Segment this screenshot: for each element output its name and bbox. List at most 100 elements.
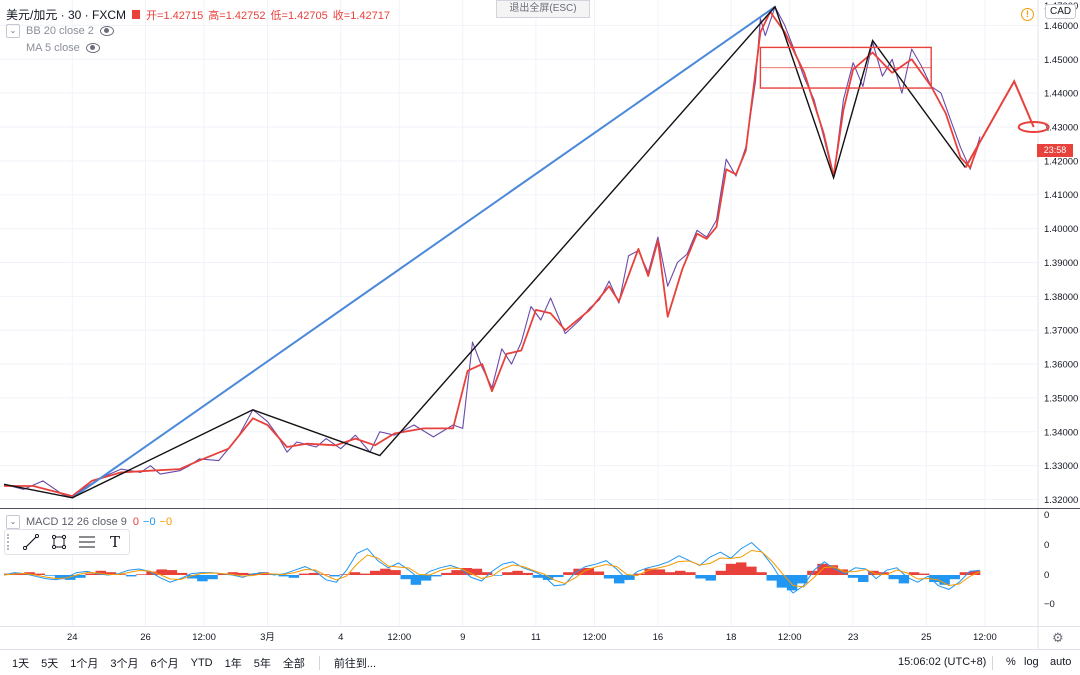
- macd-hist-bar: [919, 573, 930, 575]
- x-tick-label: 3月: [260, 632, 275, 643]
- macd-hist-bar: [827, 565, 838, 575]
- macd-hist-bar: [146, 571, 157, 575]
- signal-line: [3, 549, 981, 588]
- macd-hist-bar: [797, 575, 808, 584]
- macd-hist-bar: [339, 574, 350, 575]
- macd-value-2: −0: [143, 516, 156, 528]
- percent-scale-button[interactable]: %: [1006, 656, 1016, 668]
- macd-hist-bar: [705, 575, 716, 581]
- macd-hist-bar: [664, 572, 676, 575]
- warning-icon[interactable]: !: [1021, 8, 1034, 21]
- macd-hist-bar: [471, 568, 483, 575]
- macd-legend[interactable]: ⌄ MACD 12 26 close 9 0 −0 −0: [6, 515, 172, 529]
- period-5y-button[interactable]: 5年: [253, 657, 271, 670]
- bb-legend[interactable]: ⌄ BB 20 close 2: [6, 24, 114, 38]
- period-1m-button[interactable]: 1个月: [70, 657, 99, 670]
- macd-hist-bar: [420, 575, 432, 581]
- macd-hist-bar: [603, 575, 615, 579]
- y-tick-label: 1.44000: [1044, 89, 1078, 100]
- y-tick-label: 1.33000: [1044, 461, 1078, 472]
- macd-hist-bar: [451, 570, 462, 575]
- y-tick-label: 1.38000: [1044, 292, 1078, 303]
- macd-hist-bar: [126, 575, 137, 577]
- rectangle-icon[interactable]: [45, 531, 73, 553]
- drawing-toolbar: T: [4, 529, 130, 555]
- x-tick-label: 4: [338, 632, 343, 643]
- collapse-icon[interactable]: ⌄: [6, 515, 20, 529]
- open-value: 开=1.42715: [146, 9, 204, 22]
- macd-hist-bar: [24, 572, 35, 575]
- x-tick-label: 26: [140, 632, 151, 643]
- trend-line-icon[interactable]: [17, 531, 45, 553]
- macd-hist-bar: [695, 575, 706, 579]
- grip-icon[interactable]: [7, 534, 15, 550]
- period-5d-button[interactable]: 5天: [41, 657, 59, 670]
- macd-value-3: −0: [159, 516, 173, 528]
- collapse-icon[interactable]: ⌄: [6, 24, 20, 38]
- bb-indicator-label: BB 20 close 2: [26, 25, 94, 37]
- high-value: 高=1.42752: [208, 9, 266, 22]
- macd-hist-bar: [431, 575, 442, 577]
- period-all-button[interactable]: 全部: [282, 657, 305, 670]
- log-scale-button[interactable]: log: [1024, 656, 1039, 668]
- gear-icon[interactable]: ⚙: [1052, 630, 1064, 645]
- x-tick-label: 25: [921, 632, 932, 643]
- fib-lines-icon[interactable]: [73, 531, 101, 553]
- macd-hist-bar: [34, 573, 45, 575]
- x-tick-label: 16: [653, 632, 664, 643]
- x-tick-label: 23: [848, 632, 859, 643]
- exit-fullscreen-button[interactable]: 退出全屏(ESC): [496, 0, 590, 18]
- text-tool-icon[interactable]: T: [109, 533, 120, 551]
- period-6m-button[interactable]: 6个月: [150, 657, 179, 670]
- macd-hist-bar: [309, 572, 320, 575]
- projection-arrow: [964, 79, 1035, 169]
- macd-hist-bar: [654, 569, 666, 575]
- macd-hist-bar: [176, 572, 188, 575]
- symbol-title[interactable]: 美元/加元 · 30 · FXCM: [6, 8, 127, 22]
- ma-legend[interactable]: MA 5 close: [26, 42, 100, 54]
- flag-icon[interactable]: [132, 10, 141, 19]
- macd-hist-bar: [481, 572, 493, 575]
- macd-hist-bar: [187, 575, 198, 579]
- macd-hist-bar: [715, 570, 727, 575]
- currency-badge[interactable]: CAD: [1045, 4, 1077, 19]
- clock-readout[interactable]: 15:06:02 (UTC+8): [898, 656, 987, 668]
- y-tick-label: 1.36000: [1044, 360, 1078, 371]
- blue-trend-line: [71, 5, 776, 499]
- period-1d-button[interactable]: 1天: [12, 657, 30, 670]
- macd-hist-bar: [288, 575, 300, 578]
- price-series-line: [3, 6, 981, 499]
- period-3m-button[interactable]: 3个月: [110, 657, 139, 670]
- low-value: 低=1.42705: [270, 9, 328, 22]
- auto-scale-button[interactable]: auto: [1050, 656, 1072, 668]
- y-tick-label: 1.45000: [1044, 55, 1078, 66]
- macd-hist-bar: [756, 572, 767, 575]
- y-tick-label: 1.43000: [1044, 123, 1078, 134]
- period-1y-button[interactable]: 1年: [224, 657, 242, 670]
- ma-indicator-label: MA 5 close: [26, 42, 80, 54]
- price-tag: 23:58: [1037, 144, 1073, 157]
- macd-hist-bar: [237, 572, 249, 575]
- divider: [992, 656, 993, 670]
- macd-hist-bar: [502, 572, 513, 575]
- macd-hist-bar: [441, 572, 452, 575]
- macd-tick-label: 0: [1044, 570, 1049, 581]
- close-value: 收=1.42717: [332, 9, 390, 22]
- macd-hist-bar: [959, 572, 971, 575]
- period-ytd-button[interactable]: YTD: [190, 656, 213, 669]
- y-tick-label: 1.40000: [1044, 224, 1078, 235]
- x-tick-label: 12:00: [973, 632, 997, 643]
- goto-button[interactable]: 前往到...: [333, 657, 377, 670]
- eye-icon[interactable]: [99, 26, 114, 36]
- macd-hist-bar: [553, 575, 564, 578]
- y-tick-label: 1.32000: [1044, 495, 1078, 506]
- macd-hist-bar: [736, 562, 747, 575]
- macd-hist-bar: [532, 575, 544, 578]
- macd-hist-bar: [888, 575, 899, 580]
- x-tick-label: 12:00: [778, 632, 802, 643]
- macd-hist-bar: [65, 575, 76, 580]
- eye-icon[interactable]: [85, 43, 100, 53]
- y-tick-label: 1.34000: [1044, 427, 1078, 438]
- macd-hist-bar: [227, 572, 239, 575]
